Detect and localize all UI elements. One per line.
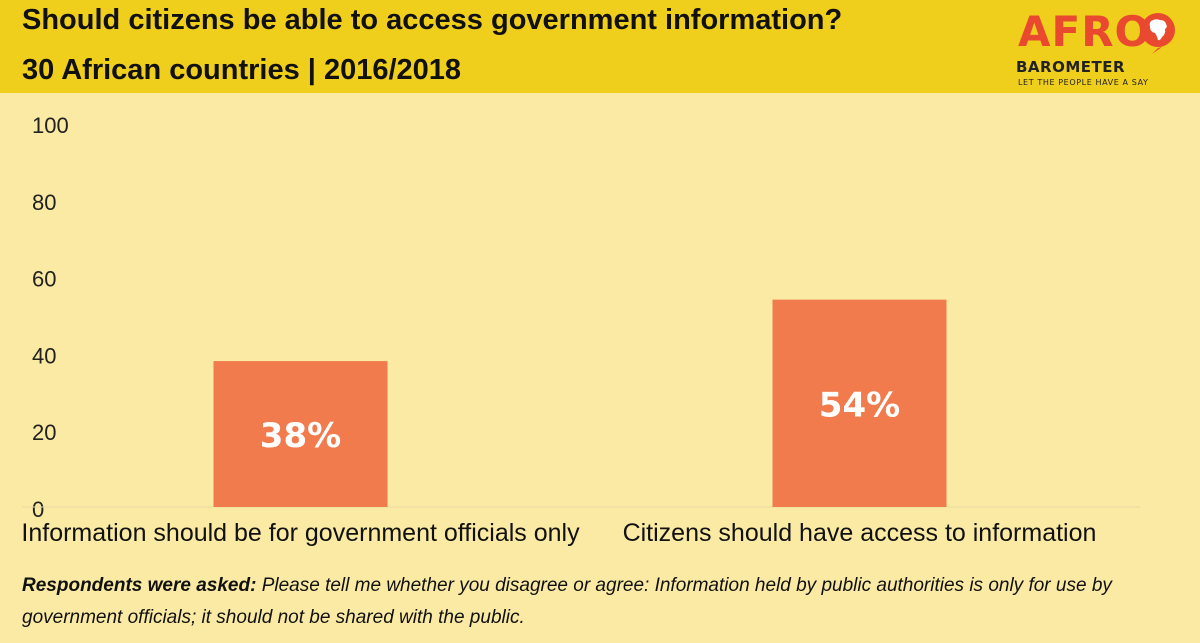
bar-chart: 0 20 40 60 80 100 38% Information should be for… [21,113,1140,547]
footnote-lead: Respondents were asked: [22,575,257,596]
y-tick-label: 60 [32,267,56,292]
y-tick-label: 80 [32,190,56,215]
y-tick-label: 100 [32,113,69,138]
logo-tagline: LET THE PEOPLE HAVE A SAY [1018,78,1149,87]
chart-header: Should citizens be able to access govern… [0,0,1200,93]
bar-value-label: 54% [819,385,900,425]
y-tick-label: 20 [32,420,56,445]
x-category-label: Citizens should have access to informati… [623,519,1097,547]
bar-value-label: 38% [260,416,341,456]
x-category-label: Information should be for government off… [21,519,580,547]
chart-subtitle: 30 African countries | 2016/2018 [22,54,462,86]
logo-barometer-text: BAROMETER [1016,58,1126,76]
chart-title: Should citizens be able to access govern… [22,4,843,36]
africa-globe-icon [1141,13,1175,54]
bar [213,361,388,507]
afrobarometer-logo: AFRO BAROMETER LET THE PEOPLE HAVE A SAY [1012,6,1182,90]
y-tick-label: 0 [32,497,44,522]
bar [772,299,947,507]
footnote-text: Please tell me whether you disagree or a… [22,575,1112,628]
logo-wordmark: AFRO [1018,7,1152,56]
question-footnote: Respondents were asked: Please tell me w… [22,570,1182,634]
y-tick-label: 40 [32,343,56,368]
